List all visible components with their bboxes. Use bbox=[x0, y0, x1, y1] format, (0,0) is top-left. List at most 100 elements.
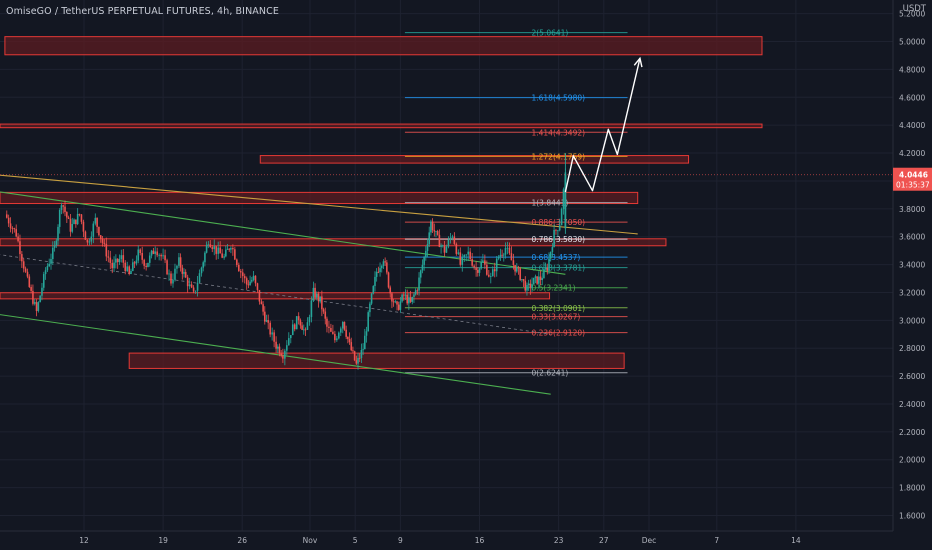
candle-body bbox=[416, 290, 419, 292]
time-axis[interactable]: 12 19 26 Nov 5 9 16 23 27 Dec 7 14 bbox=[0, 530, 893, 545]
candle-body bbox=[291, 324, 294, 336]
candle-body bbox=[67, 217, 70, 219]
zone-box bbox=[128, 352, 625, 369]
fib-level-label: 0.886(3.7050) bbox=[531, 218, 585, 227]
candle-body bbox=[99, 235, 102, 239]
time-tick-label: Dec bbox=[642, 536, 657, 545]
fibonacci-extension: 2(5.0641) 1.618(4.5980) 1.414(4.3492) 1.272… bbox=[404, 29, 628, 378]
candle-body bbox=[126, 266, 129, 272]
candle-body bbox=[236, 259, 238, 265]
candle-body bbox=[421, 264, 424, 271]
candle-body bbox=[506, 247, 509, 249]
candle-body bbox=[190, 284, 193, 288]
candle-body bbox=[401, 294, 403, 302]
price-tick-label: 2.2000 bbox=[899, 428, 925, 437]
price-tick-label: 1.6000 bbox=[899, 512, 925, 521]
zone-box bbox=[0, 123, 763, 129]
candle-body bbox=[213, 246, 216, 250]
candle-body bbox=[141, 252, 143, 260]
candle-body bbox=[19, 241, 21, 255]
candle-body bbox=[384, 261, 386, 263]
candle-body bbox=[319, 296, 321, 302]
fib-level-label: 0.618(3.3781) bbox=[531, 264, 585, 273]
candle-body bbox=[558, 225, 561, 231]
candle-body bbox=[226, 248, 229, 250]
candle-body bbox=[310, 300, 313, 317]
price-axis[interactable]: 1.6000 1.8000 2.0000 2.2000 2.4000 2.6000 2.80… bbox=[892, 0, 925, 531]
time-tick-label: 5 bbox=[353, 536, 358, 545]
candle-body bbox=[299, 320, 302, 326]
price-tick-label: 4.4000 bbox=[899, 121, 925, 130]
time-tick-label: 14 bbox=[791, 536, 801, 545]
candle-body bbox=[188, 284, 191, 287]
candle-body bbox=[221, 253, 223, 258]
candle-body bbox=[336, 338, 338, 341]
fib-level-label: 0.5(3.2341) bbox=[531, 284, 575, 293]
candle-body bbox=[78, 213, 81, 215]
candle-body bbox=[471, 259, 473, 266]
candle-body bbox=[172, 279, 174, 284]
candle-body bbox=[493, 269, 496, 272]
candle-body bbox=[375, 271, 378, 277]
candle-body bbox=[426, 244, 429, 251]
candle-body bbox=[314, 287, 316, 298]
candle-body bbox=[369, 303, 371, 313]
candle-body bbox=[42, 274, 45, 288]
candle-body bbox=[447, 239, 450, 247]
candle-body bbox=[288, 338, 290, 346]
trendline bbox=[0, 314, 551, 395]
candle-body bbox=[365, 331, 368, 336]
candle-body bbox=[560, 208, 563, 226]
candle-body bbox=[510, 253, 513, 261]
candle-body bbox=[469, 251, 471, 260]
candle-body bbox=[409, 297, 412, 302]
candle-body bbox=[449, 237, 452, 240]
candle-body bbox=[28, 276, 31, 287]
supply-demand-zones bbox=[0, 36, 763, 369]
trendline-dashed bbox=[0, 254, 551, 335]
candle-body bbox=[84, 231, 87, 240]
candle-body bbox=[339, 328, 342, 333]
price-tick-label: 2.4000 bbox=[899, 400, 925, 409]
candle-body bbox=[53, 245, 56, 248]
candle-body bbox=[60, 205, 63, 210]
candle-body bbox=[58, 209, 61, 227]
candle-body bbox=[217, 247, 219, 254]
candle-body bbox=[532, 277, 535, 285]
time-tick-label: 16 bbox=[475, 536, 485, 545]
candle-body bbox=[465, 254, 468, 256]
candle-body bbox=[423, 256, 425, 265]
candle-body bbox=[315, 293, 318, 298]
candle-body bbox=[499, 254, 502, 257]
candle-body bbox=[30, 286, 32, 291]
candle-body bbox=[353, 351, 356, 361]
zone-box bbox=[259, 155, 690, 164]
candle-body bbox=[377, 271, 380, 273]
candle-body bbox=[475, 267, 477, 271]
candle-body bbox=[207, 244, 210, 246]
candle-body bbox=[490, 276, 492, 278]
candle-body bbox=[249, 281, 251, 286]
candle-body bbox=[69, 218, 72, 232]
candle-body bbox=[184, 271, 187, 278]
candle-body bbox=[269, 322, 271, 335]
candle-body bbox=[389, 287, 392, 294]
price-tick-label: 2.6000 bbox=[899, 372, 925, 381]
zone-box bbox=[0, 191, 639, 205]
fib-level-label: 1(3.8441) bbox=[531, 199, 568, 208]
candle-body bbox=[11, 228, 14, 230]
candle-body bbox=[347, 336, 349, 340]
candle-body bbox=[541, 278, 544, 280]
candle-body bbox=[306, 322, 309, 330]
candle-body bbox=[252, 275, 255, 280]
price-tick-label: 3.2000 bbox=[899, 288, 925, 297]
candle-body bbox=[160, 254, 162, 257]
candle-body bbox=[521, 279, 523, 280]
candle-body bbox=[238, 264, 240, 272]
candle-body bbox=[116, 258, 119, 263]
candle-body bbox=[433, 230, 436, 232]
candle-body bbox=[230, 247, 232, 250]
candle-body bbox=[124, 262, 127, 272]
